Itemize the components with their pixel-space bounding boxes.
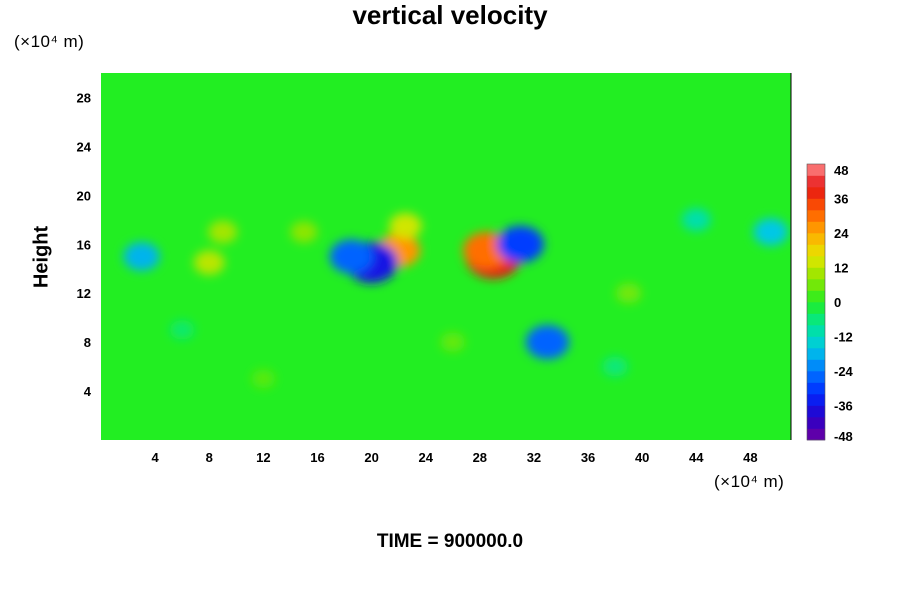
contour-feature — [496, 225, 544, 263]
colorbar-swatch — [807, 256, 825, 268]
colorbar-swatch — [807, 233, 825, 245]
colorbar-swatch — [807, 221, 825, 234]
y-tick-label: 16 — [77, 237, 91, 252]
colorbar-swatch — [807, 417, 825, 429]
y-tick-label: 12 — [77, 286, 91, 301]
y-tick-label: 8 — [84, 335, 91, 350]
y-tick-label: 28 — [77, 90, 91, 105]
colorbar-swatch — [807, 210, 825, 222]
colorbar-swatch — [807, 313, 825, 326]
colorbar-swatch — [807, 394, 825, 406]
contour-feature — [389, 213, 422, 239]
colorbar-frame — [806, 163, 826, 441]
colorbar-swatch — [807, 371, 825, 383]
colorbar-swatch — [807, 244, 825, 257]
colorbar-swatch — [807, 175, 825, 188]
colorbar-swatch — [807, 359, 825, 372]
chart-title: vertical velocity — [352, 0, 548, 30]
x-axis: 4 8 12 16 20 24 28 32 36 40 44 48 — [152, 450, 758, 465]
contour-feature — [615, 283, 642, 304]
contour-feature — [329, 239, 373, 274]
colorbar-tick-label: 0 — [834, 295, 841, 310]
colorbar-tick-label: 24 — [834, 226, 849, 241]
colorbar-swatch — [807, 267, 825, 280]
x-tick-label: 12 — [256, 450, 270, 465]
colorbar-tick-label: -24 — [834, 364, 854, 379]
x-tick-label: 32 — [527, 450, 541, 465]
y-axis-unit: (×10⁴ m) — [14, 32, 85, 51]
colorbar-swatch — [807, 428, 825, 441]
colorbar-tick-label: -36 — [834, 399, 853, 414]
x-tick-label: 48 — [743, 450, 757, 465]
contour-feature — [290, 221, 318, 243]
x-tick-label: 16 — [310, 450, 324, 465]
colorbar-swatch — [807, 348, 825, 360]
colorbar-swatch — [807, 325, 825, 337]
contour-feature — [525, 325, 570, 360]
x-tick-label: 24 — [418, 450, 433, 465]
contour-feature — [251, 369, 276, 389]
colorbar-tick-label: 36 — [834, 192, 848, 207]
colorbar-tick-label: 12 — [834, 261, 848, 276]
colorbar-tick-label: 48 — [834, 163, 848, 178]
colorbar-swatch — [807, 290, 825, 303]
x-tick-label: 20 — [364, 450, 378, 465]
contour-feature — [681, 208, 711, 232]
x-axis-unit: (×10⁴ m) — [714, 472, 785, 491]
contour-feature — [602, 356, 628, 377]
contour-feature — [123, 242, 160, 271]
contour-feature — [440, 332, 466, 352]
x-tick-label: 4 — [152, 450, 160, 465]
colorbar-swatch — [807, 187, 825, 199]
y-axis: 4 8 12 16 20 24 28 — [77, 90, 92, 399]
time-label: TIME = 900000.0 — [376, 531, 524, 552]
x-tick-label: 28 — [473, 450, 487, 465]
colorbar-swatch — [807, 198, 825, 211]
x-tick-label: 8 — [206, 450, 213, 465]
contour-feature — [208, 220, 238, 244]
colorbar-swatch — [807, 405, 825, 418]
colorbar: 48 36 24 12 0 -12 -24 -36 -48 — [806, 163, 854, 444]
y-tick-label: 24 — [77, 139, 92, 154]
y-tick-label: 20 — [77, 188, 91, 203]
x-tick-label: 40 — [635, 450, 649, 465]
colorbar-swatch — [807, 336, 825, 349]
contour-feature — [193, 250, 225, 275]
colorbar-tick-label: -48 — [834, 429, 853, 444]
contour-field — [123, 208, 788, 389]
colorbar-swatch — [807, 302, 825, 314]
x-tick-label: 44 — [689, 450, 704, 465]
colorbar-tick-label: -12 — [834, 330, 853, 345]
colorbar-swatch — [807, 382, 825, 395]
colorbar-swatch — [807, 279, 825, 291]
y-tick-label: 4 — [84, 384, 92, 399]
contour-feature — [169, 320, 195, 340]
contour-feature — [753, 218, 788, 246]
x-tick-label: 36 — [581, 450, 595, 465]
colorbar-swatch — [807, 164, 825, 176]
